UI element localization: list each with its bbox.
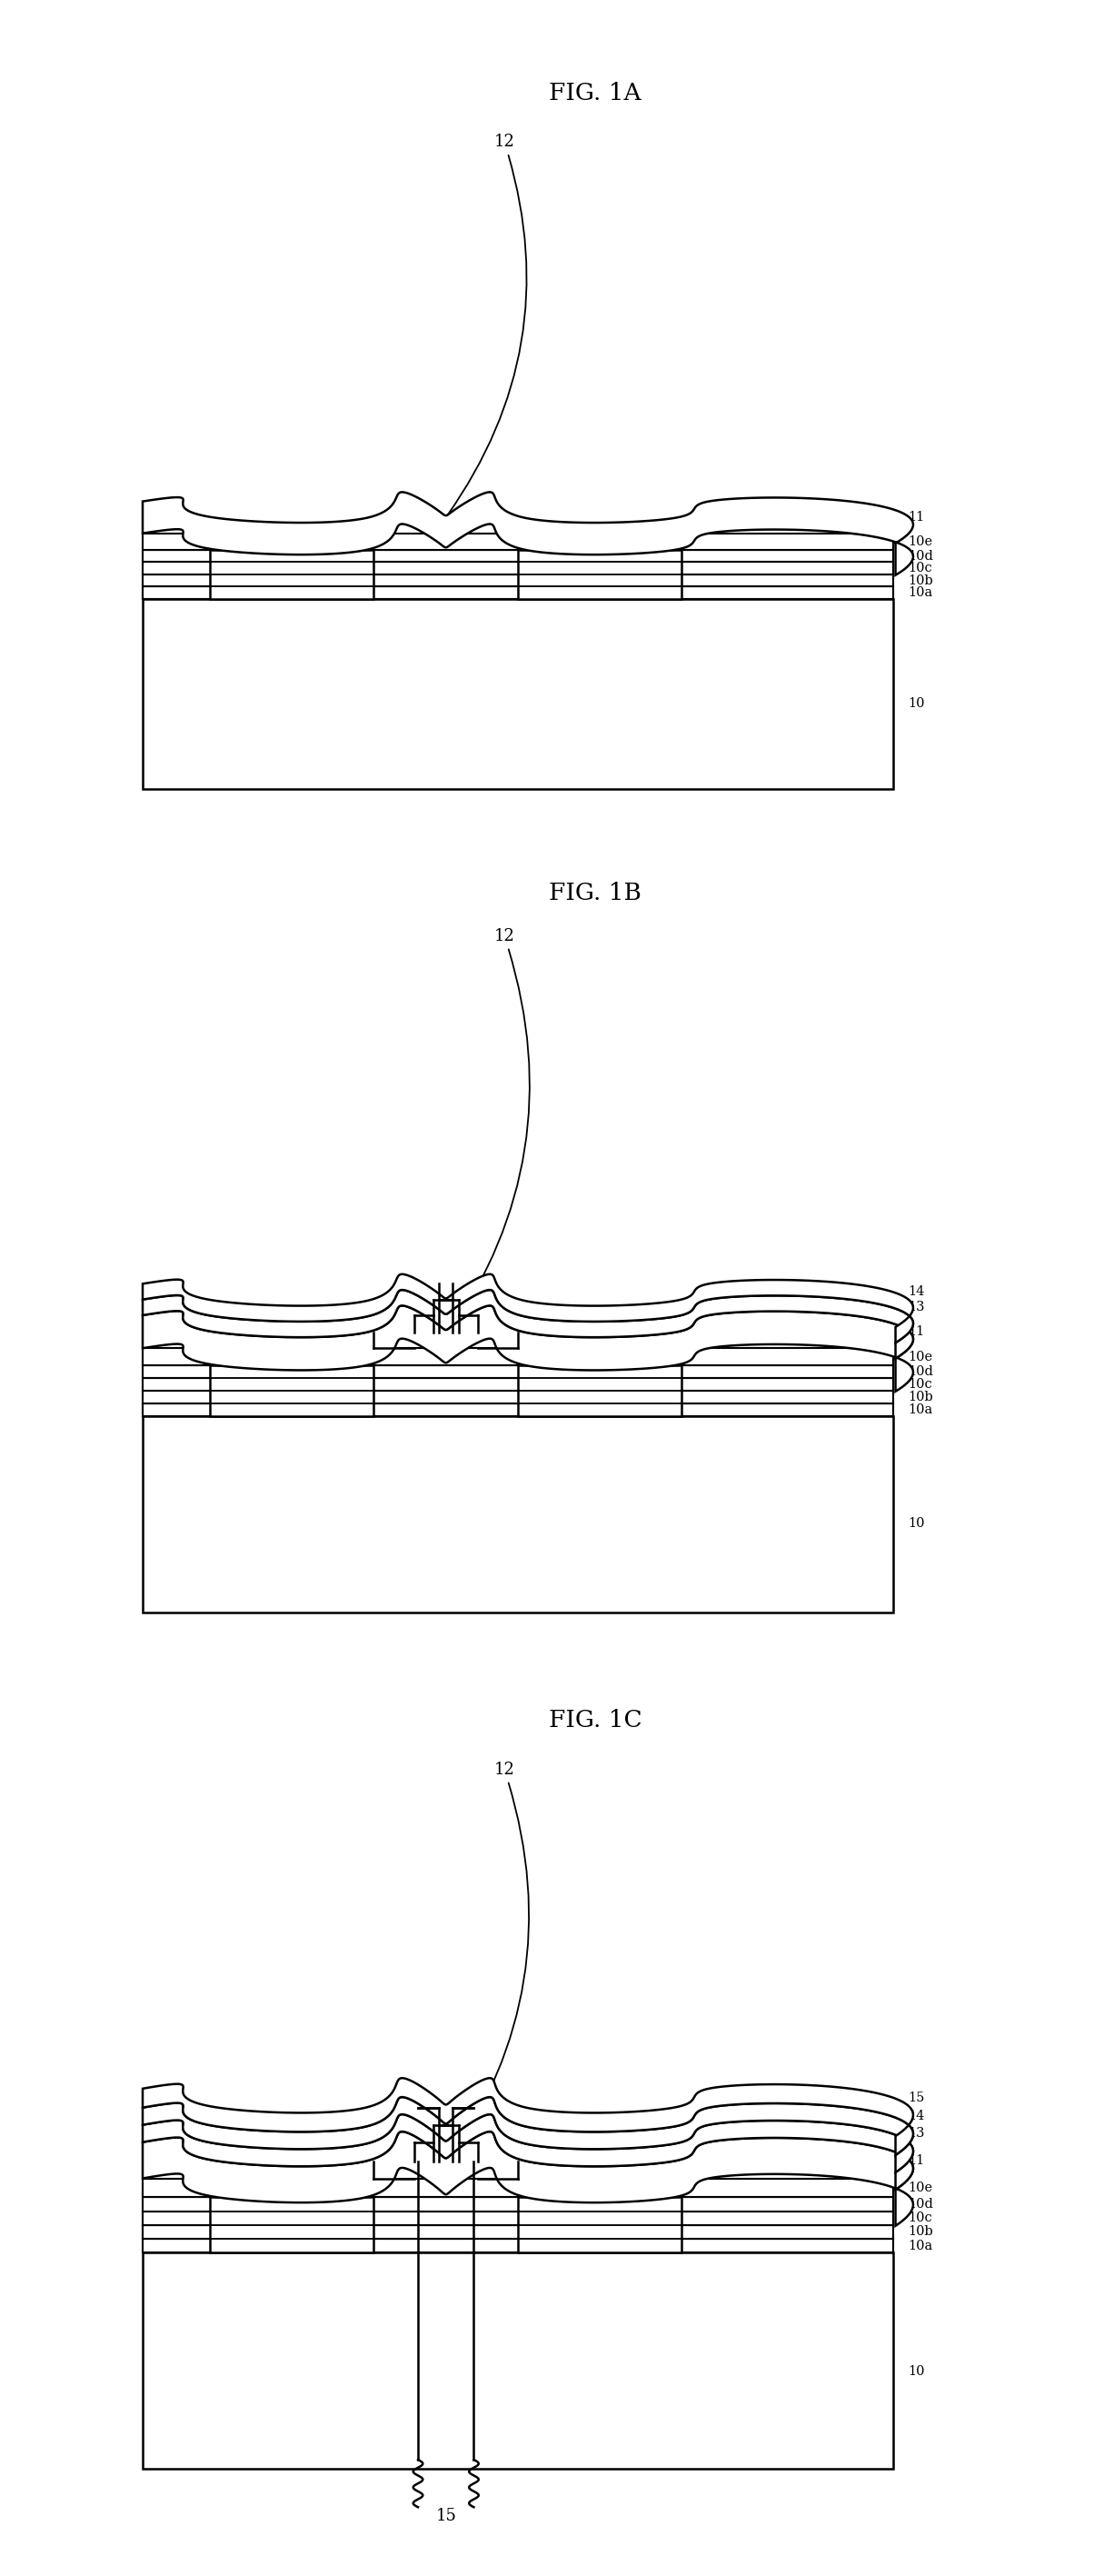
Polygon shape (142, 1306, 913, 1391)
Text: 13: 13 (908, 1301, 924, 1314)
Bar (142, 2210, 894, 2226)
Text: FIG. 1C: FIG. 1C (548, 1708, 642, 1731)
Polygon shape (142, 2115, 913, 2190)
Bar (142, 587, 894, 598)
Text: FIG. 1A: FIG. 1A (549, 82, 641, 106)
Bar (142, 574, 894, 587)
Text: 11: 11 (908, 2154, 924, 2166)
Bar (142, 1347, 894, 1365)
Polygon shape (142, 492, 913, 574)
Bar (142, 533, 894, 551)
Text: 10b: 10b (908, 1391, 933, 1404)
Text: 10d: 10d (908, 1365, 933, 1378)
Bar (142, 562, 894, 574)
Polygon shape (142, 2097, 913, 2172)
Text: 13: 13 (908, 2128, 924, 2141)
Text: 10e: 10e (908, 536, 933, 549)
Bar (142, 551, 894, 562)
Bar (142, 2251, 894, 2468)
Text: 14: 14 (908, 1285, 924, 1298)
Bar (142, 2226, 894, 2239)
Text: 14: 14 (908, 2110, 924, 2123)
Text: 12: 12 (447, 927, 529, 1337)
Text: 10d: 10d (908, 2197, 933, 2210)
Text: 10: 10 (908, 1517, 924, 1530)
Text: 10b: 10b (908, 574, 933, 587)
Text: 10a: 10a (908, 2239, 933, 2251)
Text: 10c: 10c (908, 2213, 932, 2226)
Text: 10: 10 (908, 2365, 924, 2378)
Text: 11: 11 (908, 510, 924, 523)
Bar (142, 2239, 894, 2251)
Polygon shape (142, 1291, 913, 1358)
Text: 10: 10 (908, 696, 924, 708)
Bar (142, 2197, 894, 2210)
Bar (142, 1391, 894, 1404)
Bar (210, 1365, 374, 1417)
Polygon shape (142, 1275, 913, 1342)
Bar (142, 598, 894, 788)
Polygon shape (142, 2130, 913, 2226)
Text: 15: 15 (908, 2092, 924, 2105)
Text: FIG. 1B: FIG. 1B (549, 881, 641, 904)
Bar (142, 1417, 894, 1613)
Text: 10d: 10d (908, 549, 933, 562)
Bar (519, 2197, 682, 2251)
Polygon shape (142, 2079, 913, 2156)
Text: 15: 15 (435, 2506, 456, 2524)
Text: 10e: 10e (908, 2182, 933, 2195)
Bar (519, 1365, 682, 1417)
Bar (210, 551, 374, 598)
Bar (142, 1365, 894, 1378)
Text: 10c: 10c (908, 1378, 932, 1391)
Text: 12: 12 (447, 1762, 528, 2164)
Text: 10a: 10a (908, 1404, 933, 1417)
Bar (519, 551, 682, 598)
Text: 11: 11 (908, 1324, 924, 1337)
Text: 12: 12 (447, 134, 526, 515)
Bar (210, 2197, 374, 2251)
Text: 10c: 10c (908, 562, 932, 574)
Text: 10e: 10e (908, 1350, 933, 1363)
Text: 10b: 10b (908, 2226, 933, 2239)
Text: 10a: 10a (908, 587, 933, 600)
Bar (142, 1404, 894, 1417)
Bar (142, 1378, 894, 1391)
Bar (142, 2179, 894, 2197)
